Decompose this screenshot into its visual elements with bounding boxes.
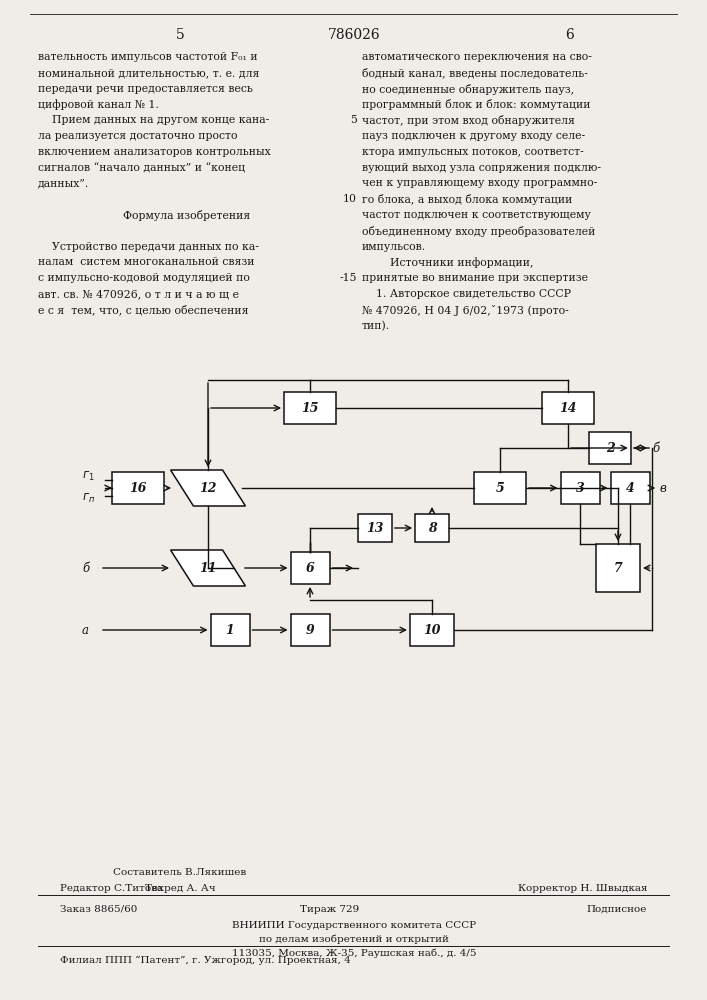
Text: чен к управляющему входу программно-: чен к управляющему входу программно- — [362, 178, 597, 188]
Text: принятые во внимание при экспертизе: принятые во внимание при экспертизе — [362, 273, 588, 283]
Bar — [410, 614, 454, 646]
Text: тип).: тип). — [362, 321, 390, 331]
Text: Корректор Н. Швыдкая: Корректор Н. Швыдкая — [518, 884, 647, 893]
Text: $г_1$: $г_1$ — [82, 469, 95, 483]
Polygon shape — [170, 470, 245, 506]
Bar — [542, 392, 594, 424]
Text: объединенному входу преобразователей: объединенному входу преобразователей — [362, 226, 595, 237]
Text: Устройство передачи данных по ка-: Устройство передачи данных по ка- — [38, 242, 259, 252]
Bar — [611, 472, 650, 504]
Text: частот, при этом вход обнаружителя: частот, при этом вход обнаружителя — [362, 115, 575, 126]
Bar — [284, 392, 336, 424]
Text: 2: 2 — [606, 442, 614, 454]
Bar — [415, 514, 449, 542]
Text: передачи речи предоставляется весь: передачи речи предоставляется весь — [38, 84, 253, 94]
Text: 7: 7 — [614, 562, 622, 574]
Text: сигналов “начало данных” и “конец: сигналов “начало данных” и “конец — [38, 163, 245, 173]
Text: 6: 6 — [566, 28, 574, 42]
Text: Заказ 8865/60: Заказ 8865/60 — [60, 905, 137, 914]
Text: но соединенные обнаружитель пауз,: но соединенные обнаружитель пауз, — [362, 84, 574, 95]
Text: 113035, Москва, Ж-35, Раушская наб., д. 4/5: 113035, Москва, Ж-35, Раушская наб., д. … — [232, 949, 477, 958]
Text: -15: -15 — [339, 273, 357, 283]
Text: по делам изобретений и открытий: по делам изобретений и открытий — [259, 935, 449, 944]
Text: импульсов.: импульсов. — [362, 242, 426, 252]
Text: ВНИИПИ Государственного комитета СССР: ВНИИПИ Государственного комитета СССР — [232, 921, 476, 930]
Text: 12: 12 — [199, 482, 217, 494]
Text: е с я  тем, что, с целью обеспечения: е с я тем, что, с целью обеспечения — [38, 305, 248, 316]
Text: 1: 1 — [226, 624, 235, 637]
Text: а: а — [82, 624, 89, 637]
Text: в: в — [660, 482, 667, 494]
Text: 4: 4 — [626, 482, 634, 494]
Text: 5: 5 — [350, 115, 357, 125]
Text: 9: 9 — [305, 624, 315, 637]
Text: Техред А. Ач: Техред А. Ач — [145, 884, 216, 893]
Text: программный блок и блок: коммутации: программный блок и блок: коммутации — [362, 99, 590, 110]
Bar — [291, 614, 329, 646]
Text: 13: 13 — [366, 522, 384, 534]
Text: б: б — [82, 562, 89, 574]
Bar — [596, 544, 640, 592]
Text: 10: 10 — [423, 624, 440, 637]
Bar — [358, 514, 392, 542]
Text: 16: 16 — [129, 482, 147, 494]
Text: 786026: 786026 — [327, 28, 380, 42]
Bar — [589, 432, 631, 464]
Text: $г_п$: $г_п$ — [82, 491, 95, 505]
Text: вательность импульсов частотой F₀₁ и: вательность импульсов частотой F₀₁ и — [38, 52, 257, 62]
Text: пауз подключен к другому входу селе-: пауз подключен к другому входу селе- — [362, 131, 585, 141]
Polygon shape — [170, 550, 245, 586]
Text: включением анализаторов контрольных: включением анализаторов контрольных — [38, 147, 271, 157]
Bar — [474, 472, 526, 504]
Text: частот подключен к соответствующему: частот подключен к соответствующему — [362, 210, 591, 220]
Text: вующий выход узла сопряжения подклю-: вующий выход узла сопряжения подклю- — [362, 163, 601, 173]
Text: 14: 14 — [559, 401, 577, 414]
Bar — [291, 552, 329, 584]
Text: авт. св. № 470926, о т л и ч а ю щ е: авт. св. № 470926, о т л и ч а ю щ е — [38, 289, 239, 299]
Text: цифровой канал № 1.: цифровой канал № 1. — [38, 99, 159, 110]
Text: 3: 3 — [575, 482, 585, 494]
Text: Прием данных на другом конце кана-: Прием данных на другом конце кана- — [38, 115, 269, 125]
Text: с импульсно-кодовой модуляцией по: с импульсно-кодовой модуляцией по — [38, 273, 250, 283]
Text: Редактор С.Титова: Редактор С.Титова — [60, 884, 163, 893]
Bar — [561, 472, 600, 504]
Text: ктора импульсных потоков, соответст-: ктора импульсных потоков, соответст- — [362, 147, 584, 157]
Text: б: б — [652, 442, 659, 454]
Text: Филиал ППП “Патент”, г. Ужгород, ул. Проектная, 4: Филиал ППП “Патент”, г. Ужгород, ул. Про… — [60, 956, 351, 965]
Text: 1. Авторское свидетельство СССР: 1. Авторское свидетельство СССР — [362, 289, 571, 299]
Text: ла реализуется достаточно просто: ла реализуется достаточно просто — [38, 131, 238, 141]
Text: Тираж 729: Тираж 729 — [300, 905, 360, 914]
Text: 5: 5 — [175, 28, 185, 42]
Bar — [112, 472, 164, 504]
Text: 5: 5 — [496, 482, 504, 494]
Text: номинальной длительностью, т. е. для: номинальной длительностью, т. е. для — [38, 68, 259, 78]
Text: бодный канал, введены последователь-: бодный канал, введены последователь- — [362, 68, 588, 79]
Text: 6: 6 — [305, 562, 315, 574]
Text: 10: 10 — [343, 194, 357, 204]
Text: автоматического переключения на сво-: автоматического переключения на сво- — [362, 52, 592, 62]
Text: данных”.: данных”. — [38, 178, 89, 188]
Text: Подписное: Подписное — [587, 905, 647, 914]
Text: го блока, а выход блока коммутации: го блока, а выход блока коммутации — [362, 194, 573, 205]
Text: 11: 11 — [199, 562, 217, 574]
Text: 8: 8 — [428, 522, 436, 534]
Text: № 470926, Н 04 J 6/02,ˇ1973 (прото-: № 470926, Н 04 J 6/02,ˇ1973 (прото- — [362, 305, 568, 316]
Text: 15: 15 — [301, 401, 319, 414]
Text: Составитель В.Лякишев: Составитель В.Лякишев — [113, 868, 247, 877]
Text: Формула изобретения: Формула изобретения — [124, 210, 250, 221]
Text: налам  систем многоканальной связи: налам систем многоканальной связи — [38, 257, 255, 267]
Bar — [211, 614, 250, 646]
Text: Источники информации,: Источники информации, — [362, 257, 534, 268]
